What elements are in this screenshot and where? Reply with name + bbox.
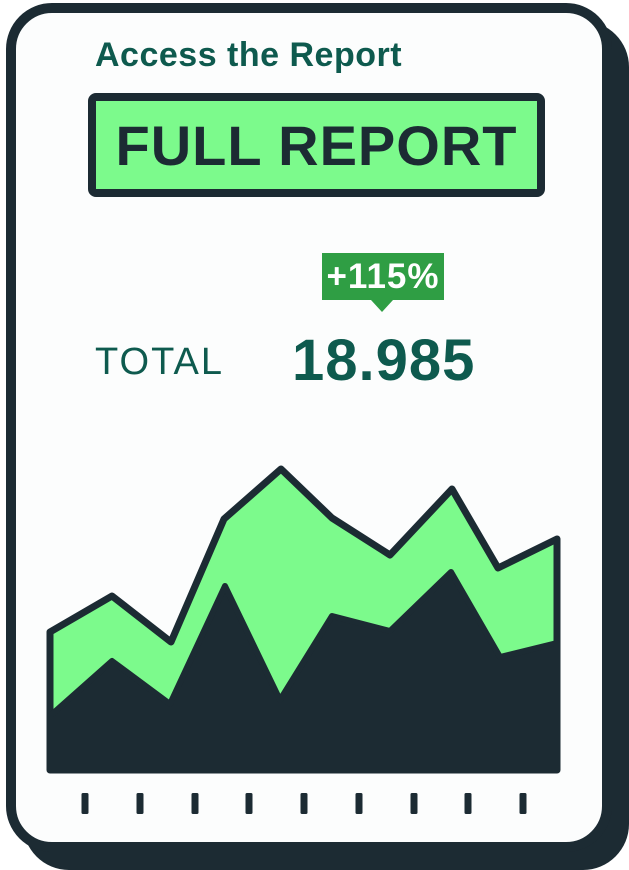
total-value: 18.985: [292, 328, 476, 393]
axis-tick: [300, 793, 308, 814]
growth-badge-value: +115%: [326, 256, 440, 296]
axis-tick: [519, 793, 527, 814]
axis-tick: [81, 793, 89, 814]
axis-tick: [464, 793, 472, 814]
axis-tick: [410, 793, 418, 814]
axis-tick: [136, 793, 144, 814]
page-title: Access the Report: [95, 36, 403, 74]
axis-tick: [191, 793, 199, 814]
lower-area: [47, 569, 560, 773]
growth-badge: +115%: [322, 253, 444, 312]
total-label: TOTAL: [95, 341, 224, 383]
axis-tick: [245, 793, 253, 814]
full-report-button[interactable]: FULL REPORT: [88, 93, 545, 197]
badge-pointer-icon: [371, 300, 393, 312]
full-report-label: FULL REPORT: [115, 113, 518, 177]
axis-tick: [355, 793, 363, 814]
